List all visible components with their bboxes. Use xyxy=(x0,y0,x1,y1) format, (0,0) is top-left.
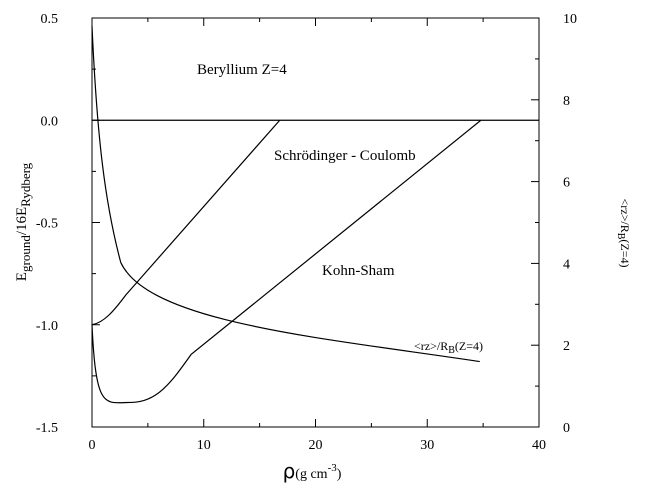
y-left-tick-label: 0.5 xyxy=(41,12,59,27)
x-axis-label: ρ(g cm-3) xyxy=(283,459,342,483)
y-right-label-suffix: (Z=4) xyxy=(618,239,632,267)
y-left-label-e: E xyxy=(14,272,30,281)
ratio-annotation-suffix: (Z=4) xyxy=(455,339,483,353)
kohn-sham-annotation: Kohn-Sham xyxy=(322,263,395,279)
plot-area xyxy=(91,17,540,428)
x-tick-label: 10 xyxy=(197,438,211,453)
x-tick-label: 20 xyxy=(309,438,323,453)
y-left-label-sub1: ground xyxy=(18,235,33,272)
x-axis-label-unit: (g cm xyxy=(295,467,327,482)
series-layer xyxy=(91,26,482,404)
plot-frame xyxy=(91,17,540,428)
y-left-label-mid: /16E xyxy=(14,207,30,235)
y-right-tick-label: 6 xyxy=(563,176,570,191)
y-left-label-sub2: Rydberg xyxy=(18,162,33,207)
y-left-tick-label: -1.0 xyxy=(36,319,58,334)
ratio-annotation-prefix: <rz>/R xyxy=(414,339,448,353)
ratio-annotation-sub: B xyxy=(448,345,455,356)
y-left-tick-label: -1.5 xyxy=(36,421,58,436)
x-tick-label: 0 xyxy=(89,438,96,453)
y-right-label-sub: B xyxy=(615,233,626,240)
x-tick-label: 40 xyxy=(532,438,546,453)
x-axis-label-rho: ρ xyxy=(283,459,296,483)
y-right-tick-label: 4 xyxy=(563,257,570,272)
system-annotation: Beryllium Z=4 xyxy=(197,62,287,78)
y-axis-left-label: Eground/16ERydberg xyxy=(14,162,33,281)
series-line-1 xyxy=(91,119,482,404)
x-tick-label: 30 xyxy=(420,438,434,453)
series-line-2 xyxy=(91,26,480,363)
y-left-tick-label: 0.0 xyxy=(41,114,59,129)
schrodinger-annotation: Schrödinger - Coulomb xyxy=(274,148,416,164)
y-axis-right-label: <rz>/RB(Z=4) xyxy=(615,199,632,268)
y-left-tick-label: -0.5 xyxy=(36,217,58,232)
series-line-0 xyxy=(91,119,281,326)
y-right-tick-label: 2 xyxy=(563,339,570,354)
ratio-annotation: <rz>/RB(Z=4) xyxy=(414,339,483,356)
y-right-tick-label: 8 xyxy=(563,94,570,109)
x-axis-label-sup: -3 xyxy=(328,462,338,474)
x-axis-label-close: ) xyxy=(337,467,342,482)
y-right-label-prefix: <rz>/R xyxy=(618,199,632,233)
y-right-tick-label: 0 xyxy=(563,421,570,436)
y-right-tick-label: 10 xyxy=(563,12,577,27)
